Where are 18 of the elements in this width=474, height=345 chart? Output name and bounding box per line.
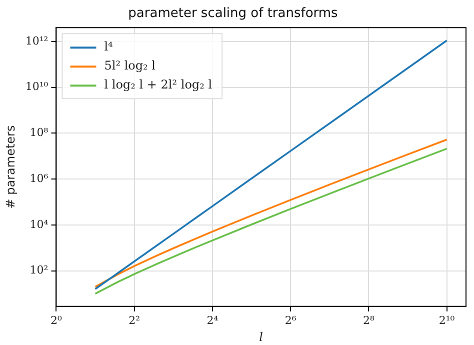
y-tick-label: 10⁸ <box>30 126 49 140</box>
y-tick-label: 10⁶ <box>30 172 49 185</box>
y-tick-label: 10¹⁰ <box>25 80 49 94</box>
x-tick-label: 2² <box>128 314 140 327</box>
legend-label: 5l² log₂ l <box>104 58 156 73</box>
legend-label: l⁴ <box>104 40 114 54</box>
x-tick-label: 2⁰ <box>50 314 63 327</box>
x-tick-label: 2¹⁰ <box>438 314 456 327</box>
chart-title: parameter scaling of transforms <box>128 6 338 22</box>
y-tick-label: 10⁴ <box>30 218 49 231</box>
x-tick-label: 2⁸ <box>362 314 375 327</box>
x-tick-label: 2⁴ <box>206 314 219 327</box>
x-axis-title: l <box>259 330 264 344</box>
y-tick-label: 10¹² <box>25 34 48 48</box>
x-tick-label: 2⁶ <box>284 314 297 327</box>
y-tick-label: 10² <box>30 264 48 277</box>
legend-label: l log₂ l + 2l² log₂ l <box>104 78 212 92</box>
y-axis-title: # parameters <box>3 125 18 209</box>
